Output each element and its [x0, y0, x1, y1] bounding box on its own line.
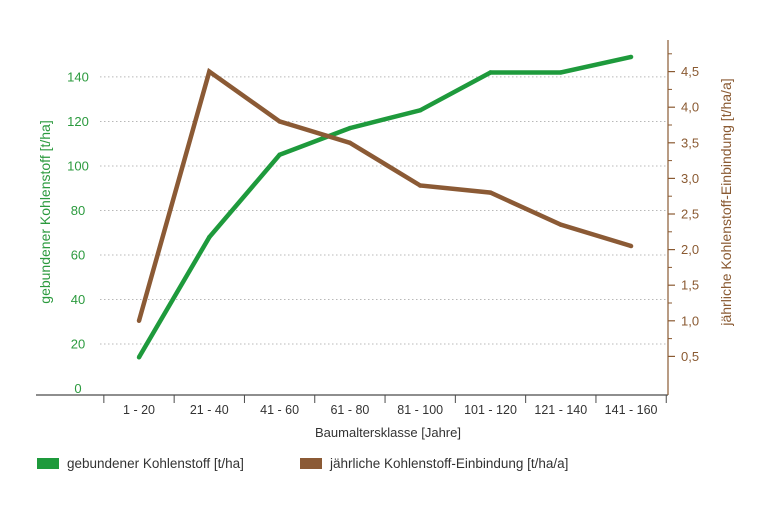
left-tick-label: 100: [67, 158, 89, 173]
point-bound-carbon-2: [207, 234, 212, 240]
left-tick-label: 0: [74, 381, 81, 396]
right-tick-label: 4,5: [681, 64, 699, 79]
left-axis-title: gebundener Kohlenstoff [t/ha]: [37, 120, 53, 303]
left-tick-label: 20: [71, 336, 85, 351]
point-bound-carbon-5: [418, 108, 423, 113]
point-annual-uptake-3: [277, 119, 282, 124]
point-bound-carbon-3: [277, 152, 282, 158]
right-tick-label: 1,0: [681, 313, 699, 328]
right-tick-label: 3,5: [681, 135, 699, 150]
point-bound-carbon-6: [488, 70, 493, 75]
point-annual-uptake-4: [347, 140, 353, 145]
series-layer: [136, 54, 634, 360]
point-bound-carbon-8: [628, 54, 634, 60]
x-tick-label: 61 - 80: [330, 403, 369, 417]
x-tick-label: 21 - 40: [190, 403, 229, 417]
point-bound-carbon-7: [558, 70, 563, 75]
right-tick-label: 1,5: [681, 278, 699, 293]
x-tick-label: 81 - 100: [397, 403, 443, 417]
x-tick-label: 41 - 60: [260, 403, 299, 417]
left-tick-label: 40: [71, 292, 85, 307]
right-tick-label: 2,5: [681, 207, 699, 222]
legend-label-bound-carbon: gebundener Kohlenstoff [t/ha]: [67, 456, 244, 471]
left-axis-ticks: 0 20 40 60 80 100 120 140: [67, 69, 89, 396]
right-tick-label: 4,0: [681, 100, 699, 115]
legend-label-annual-uptake: jährliche Kohlenstoff-Einbindung [t/ha/a…: [329, 456, 568, 471]
right-axis-ticks: 0,5 1,0 1,5 2,0 2,5 3,0 3,5 4,0 4,5: [668, 53, 699, 364]
x-tick-label: 121 - 140: [534, 403, 587, 417]
right-tick-label: 2,0: [681, 242, 699, 257]
legend-swatch-brown: [300, 458, 322, 469]
x-tick-label: 141 - 160: [605, 403, 658, 417]
grid-lines: [100, 76, 668, 345]
point-annual-uptake-6: [488, 190, 493, 195]
point-annual-uptake-8: [628, 243, 634, 249]
x-tick-label: 101 - 120: [464, 403, 517, 417]
left-tick-label: 60: [71, 247, 85, 262]
legend: gebundener Kohlenstoff [t/ha] jährliche …: [37, 456, 568, 471]
point-annual-uptake-2: [207, 69, 212, 74]
point-annual-uptake-1: [136, 318, 142, 323]
series-line-bound-carbon: [137, 54, 632, 359]
x-tick-label: 1 - 20: [123, 403, 155, 417]
point-annual-uptake-7: [558, 222, 563, 227]
series-line-annual-uptake: [136, 67, 632, 322]
x-axis-ticks: 1 - 20 21 - 40 41 - 60 61 - 80 81 - 100 101 -…: [103, 395, 667, 417]
left-tick-label: 120: [67, 114, 89, 129]
point-annual-uptake-5: [418, 183, 423, 188]
axes: [36, 40, 669, 396]
left-tick-label: 140: [67, 69, 89, 84]
legend-swatch-green: [37, 458, 59, 469]
right-tick-label: 3,0: [681, 171, 699, 186]
x-axis-title: Baumaltersklasse [Jahre]: [315, 425, 461, 440]
right-axis-title: jährliche Kohlenstoff-Einbindung [t/ha/a…: [718, 78, 734, 326]
right-tick-label: 0,5: [681, 349, 699, 364]
point-bound-carbon-1: [136, 355, 142, 360]
left-tick-label: 80: [71, 203, 85, 218]
point-bound-carbon-4: [347, 125, 353, 131]
